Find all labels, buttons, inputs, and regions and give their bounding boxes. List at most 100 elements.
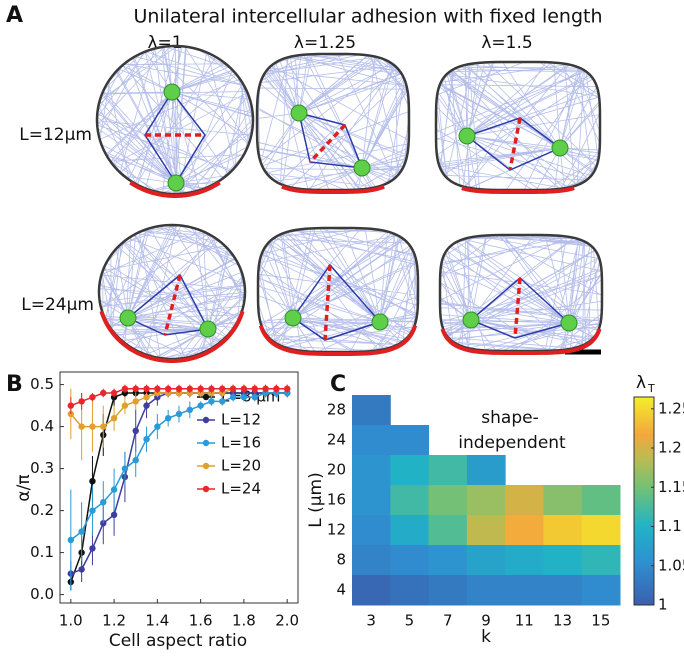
fiber-lines [439,234,603,352]
heat-cell [428,545,468,576]
point [186,406,194,413]
colorbar-label: λ [636,373,646,393]
legend-label: L=16 [221,434,261,452]
legend-marker [202,439,210,447]
heat-cell [581,515,621,546]
point [219,385,226,392]
y-tick-label: 0.3 [30,459,54,477]
point [110,389,118,397]
point [143,394,150,401]
row-label: L=12μm [19,125,92,145]
point [154,385,161,392]
adhesion-zone [129,180,221,198]
legend-marker [202,393,210,401]
adhesion-zone [281,184,385,195]
heat-cell [428,515,468,546]
cell-drawings [95,44,604,363]
heat-cell [428,485,468,516]
y-tick-label: 0.5 [30,375,54,393]
point [186,385,194,392]
cell-outline [434,60,602,192]
point [164,415,172,422]
point [229,394,237,401]
centrosome [119,309,137,327]
heat-cell [505,485,544,516]
point [208,385,215,392]
row-label: L=24μm [21,295,94,315]
point [89,478,96,485]
point [89,394,96,401]
point [89,507,96,514]
y-tick-label: 0.2 [30,501,54,519]
legend-marker [202,416,210,424]
heat-cell [352,515,391,546]
point [100,499,107,506]
point [143,436,150,443]
x-tick-label: 3 [366,612,376,630]
x-tick-label: 5 [405,612,415,630]
point [175,410,183,418]
point [121,402,129,409]
centrosome [284,309,302,327]
centrosome [462,311,480,329]
annotation: independent [458,433,566,453]
heat-cell [390,455,430,486]
point [175,385,183,392]
centrosome [199,320,217,338]
fiber-lines [435,61,601,191]
heat-cell [466,515,506,546]
heat-cell [352,455,391,486]
y-tick-label: 28 [327,401,346,419]
point [143,385,150,392]
legend-label: L=12 [221,411,261,429]
point [219,398,226,405]
heat-cell [466,485,506,516]
panel-title: Unilateral intercellular adhesion with f… [133,6,602,28]
panel-label: A [6,3,23,28]
column-label: λ=1.25 [294,33,356,53]
point [110,415,118,422]
point [154,423,161,430]
column-label: λ=1.5 [481,33,532,53]
fiber-lines [257,227,419,353]
heat-cell [543,485,583,516]
heat-cell [390,485,430,516]
x-tick-label: 1.4 [145,612,169,630]
heat-cell [466,545,506,576]
y-tick-label: 0.1 [30,543,54,561]
point [164,385,172,392]
centrosome [353,159,371,177]
heat-cell [352,425,391,456]
heat-cell [505,545,544,576]
point [273,385,280,392]
panel-label: B [6,372,23,397]
point [110,486,118,493]
point [89,545,96,552]
centrosome [560,314,578,332]
heat-cell [581,545,621,576]
adhesion-zone [461,186,575,195]
x-tick-label: 2.0 [275,612,299,630]
colorbar-tick-label: 1.2 [658,439,682,457]
x-tick-label: 1.6 [189,612,213,630]
y-tick-label: 16 [327,491,346,509]
heat-cell [390,545,430,576]
heat-cell [466,575,506,606]
colorbar-tick-label: 1.25 [658,399,684,417]
legend-marker [202,462,210,470]
adhesion-zone [99,310,245,363]
point [197,402,204,409]
heat-cell [428,575,468,606]
point [143,402,150,409]
centrosome [371,313,389,331]
y-tick-label: 24 [327,431,346,449]
colorbar [633,396,655,606]
point [132,427,139,434]
legend-marker [202,485,210,493]
y-tick-label: 8 [336,551,346,569]
x-tick-label: 1.0 [59,612,83,630]
x-tick-label: 1.8 [232,612,256,630]
x-tick-label: 7 [443,612,453,630]
point [121,465,129,472]
point [100,423,107,430]
